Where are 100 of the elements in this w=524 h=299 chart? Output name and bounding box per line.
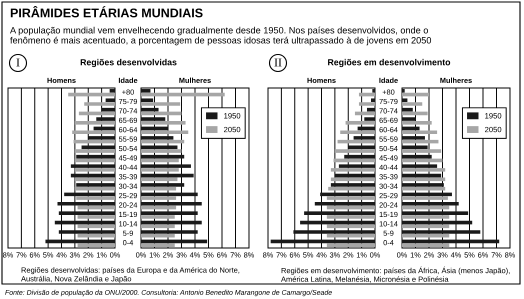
bar: [94, 126, 115, 130]
bar: [74, 149, 115, 153]
bar: [402, 102, 422, 106]
bar: [402, 186, 446, 190]
bar: [141, 206, 176, 210]
bar: [141, 192, 198, 196]
bar: [141, 108, 159, 112]
bar: [402, 121, 432, 125]
bar: [330, 183, 375, 187]
bar: [76, 154, 115, 158]
bar: [54, 220, 115, 224]
text: I: [16, 58, 20, 66]
bar: [326, 224, 375, 228]
bar: [141, 149, 182, 153]
bar: [141, 164, 191, 168]
bar: [141, 196, 176, 200]
bar: [78, 215, 115, 219]
text: Regiões desenvolvidas: [80, 58, 177, 68]
bar: [141, 183, 184, 187]
bar: [141, 112, 182, 116]
bar: [402, 92, 429, 96]
bar: [300, 220, 375, 224]
bar: [366, 108, 375, 112]
bar: [74, 186, 115, 190]
bar: [334, 158, 375, 162]
bar: [354, 136, 375, 140]
bar: [402, 130, 438, 134]
bar: [68, 92, 115, 96]
bar: [304, 211, 375, 215]
bar: [141, 220, 202, 224]
text: PIRÂMIDES ETÁRIAS MUNDIAIS: [10, 6, 203, 18]
bar: [358, 92, 375, 96]
bar: [141, 98, 154, 102]
bar: [402, 98, 408, 102]
bar: [141, 89, 150, 93]
bar: [141, 102, 180, 106]
bar: [358, 102, 375, 106]
bar: [74, 158, 115, 162]
bar: [106, 98, 115, 102]
bar: [141, 230, 198, 234]
bar: [141, 146, 178, 150]
bar: [141, 130, 188, 134]
bar: [102, 108, 115, 112]
bar: [372, 89, 375, 93]
bar: [78, 206, 115, 210]
bar: [141, 178, 178, 182]
bar: [64, 192, 115, 196]
bar: [340, 130, 375, 134]
bar: [141, 202, 202, 206]
bar: [141, 121, 186, 125]
bar: [141, 117, 166, 121]
bar: [402, 234, 450, 238]
bar: [141, 211, 198, 215]
bar: [402, 136, 425, 140]
bar: [141, 234, 175, 238]
bar: [110, 89, 115, 93]
text: II: [274, 58, 282, 66]
bar: [293, 230, 375, 234]
bar: [141, 92, 225, 96]
bar: [78, 112, 115, 116]
bar: [320, 192, 375, 196]
bar: [74, 140, 115, 144]
bar: [96, 117, 115, 121]
bar: [84, 102, 115, 106]
bar: [338, 140, 375, 144]
bar: [58, 211, 115, 215]
bar: [402, 240, 500, 244]
bar: [58, 230, 115, 234]
bar: [402, 158, 442, 162]
bar: [402, 112, 428, 116]
bar: [78, 234, 115, 238]
bar: [402, 149, 442, 153]
bar: [74, 168, 115, 172]
bar: [358, 126, 375, 130]
text: Regiões em desenvolvimento: [328, 58, 450, 68]
bar: [74, 178, 115, 182]
bar: [78, 243, 115, 247]
bar: [334, 149, 375, 153]
bar: [82, 146, 115, 150]
bar: [72, 130, 115, 134]
bar: [141, 154, 184, 158]
bar: [141, 215, 175, 219]
text: A população mundial vem envelhecendo gradualmente desde 1950. Nos países desenvolvidos, onde o fenômeno é mais acentuado, a porcentagem de pessoas idosas terá ultrapassado à de jovens em 2050: [10, 26, 432, 46]
bar: [402, 168, 446, 172]
bar: [141, 240, 208, 244]
bar: [70, 174, 115, 178]
bar: [141, 140, 184, 144]
bar: [402, 243, 450, 247]
bar: [76, 196, 115, 200]
bar: [141, 186, 176, 190]
bar: [57, 202, 115, 206]
bar: [402, 220, 472, 224]
bar: [402, 196, 448, 200]
bar: [141, 168, 179, 172]
bar: [88, 136, 115, 140]
bar: [402, 202, 459, 206]
bar: [141, 126, 168, 130]
bar: [45, 240, 115, 244]
bar: [328, 186, 375, 190]
bar: [402, 146, 428, 150]
